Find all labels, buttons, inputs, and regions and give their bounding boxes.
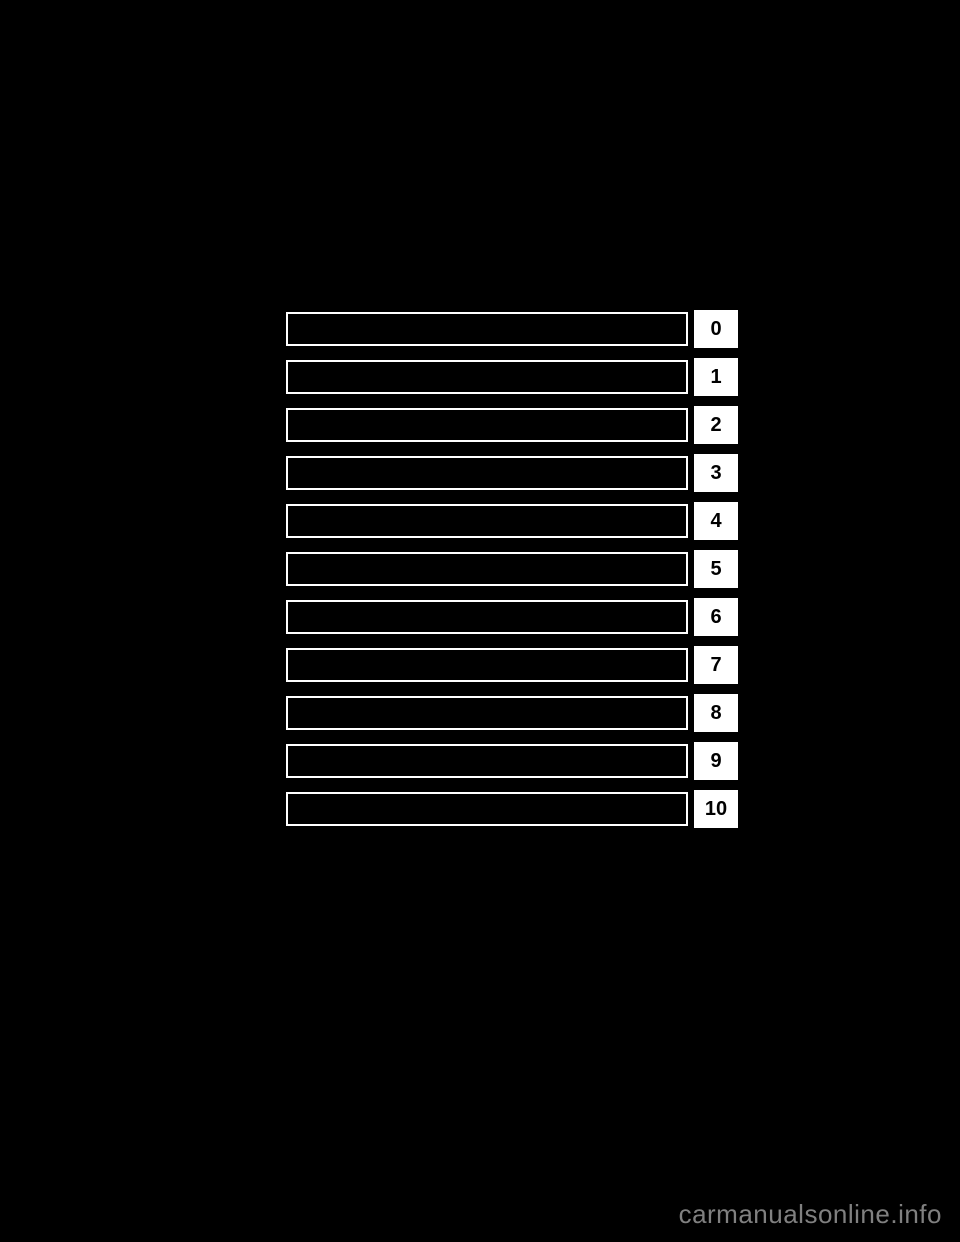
- toc-number-box: 0: [694, 310, 738, 348]
- toc-bar: [286, 600, 688, 634]
- toc-bar: [286, 504, 688, 538]
- toc-number: 6: [710, 606, 721, 629]
- toc-number-box: 4: [694, 502, 738, 540]
- toc-number: 4: [710, 510, 721, 533]
- toc-number: 8: [710, 702, 721, 725]
- toc-row[interactable]: 6: [286, 598, 738, 636]
- toc-row[interactable]: 9: [286, 742, 738, 780]
- toc-number: 5: [710, 558, 721, 581]
- toc-row[interactable]: 3: [286, 454, 738, 492]
- toc-number: 3: [710, 462, 721, 485]
- toc-bar: [286, 408, 688, 442]
- toc-number-box: 10: [694, 790, 738, 828]
- watermark-text: carmanualsonline.info: [679, 1199, 942, 1230]
- toc-number: 7: [710, 654, 721, 677]
- toc-row[interactable]: 8: [286, 694, 738, 732]
- toc-number: 10: [705, 798, 727, 821]
- toc-bar: [286, 696, 688, 730]
- toc-bar: [286, 744, 688, 778]
- toc-row[interactable]: 10: [286, 790, 738, 828]
- toc-number: 0: [710, 318, 721, 341]
- toc-row[interactable]: 2: [286, 406, 738, 444]
- toc-number-box: 5: [694, 550, 738, 588]
- toc-number-box: 2: [694, 406, 738, 444]
- toc-number-box: 6: [694, 598, 738, 636]
- toc-number: 2: [710, 414, 721, 437]
- toc-bar: [286, 648, 688, 682]
- toc-row[interactable]: 4: [286, 502, 738, 540]
- toc-bar: [286, 312, 688, 346]
- toc-number: 1: [710, 366, 721, 389]
- toc-number-box: 1: [694, 358, 738, 396]
- toc-number-box: 7: [694, 646, 738, 684]
- toc-row[interactable]: 5: [286, 550, 738, 588]
- toc-row[interactable]: 7: [286, 646, 738, 684]
- toc-bar: [286, 552, 688, 586]
- toc-number-box: 3: [694, 454, 738, 492]
- toc-row[interactable]: 0: [286, 310, 738, 348]
- toc-container: 0 1 2 3 4 5 6: [286, 310, 738, 838]
- toc-number: 9: [710, 750, 721, 773]
- toc-number-box: 8: [694, 694, 738, 732]
- toc-number-box: 9: [694, 742, 738, 780]
- toc-bar: [286, 360, 688, 394]
- toc-row[interactable]: 1: [286, 358, 738, 396]
- toc-bar: [286, 792, 688, 826]
- toc-bar: [286, 456, 688, 490]
